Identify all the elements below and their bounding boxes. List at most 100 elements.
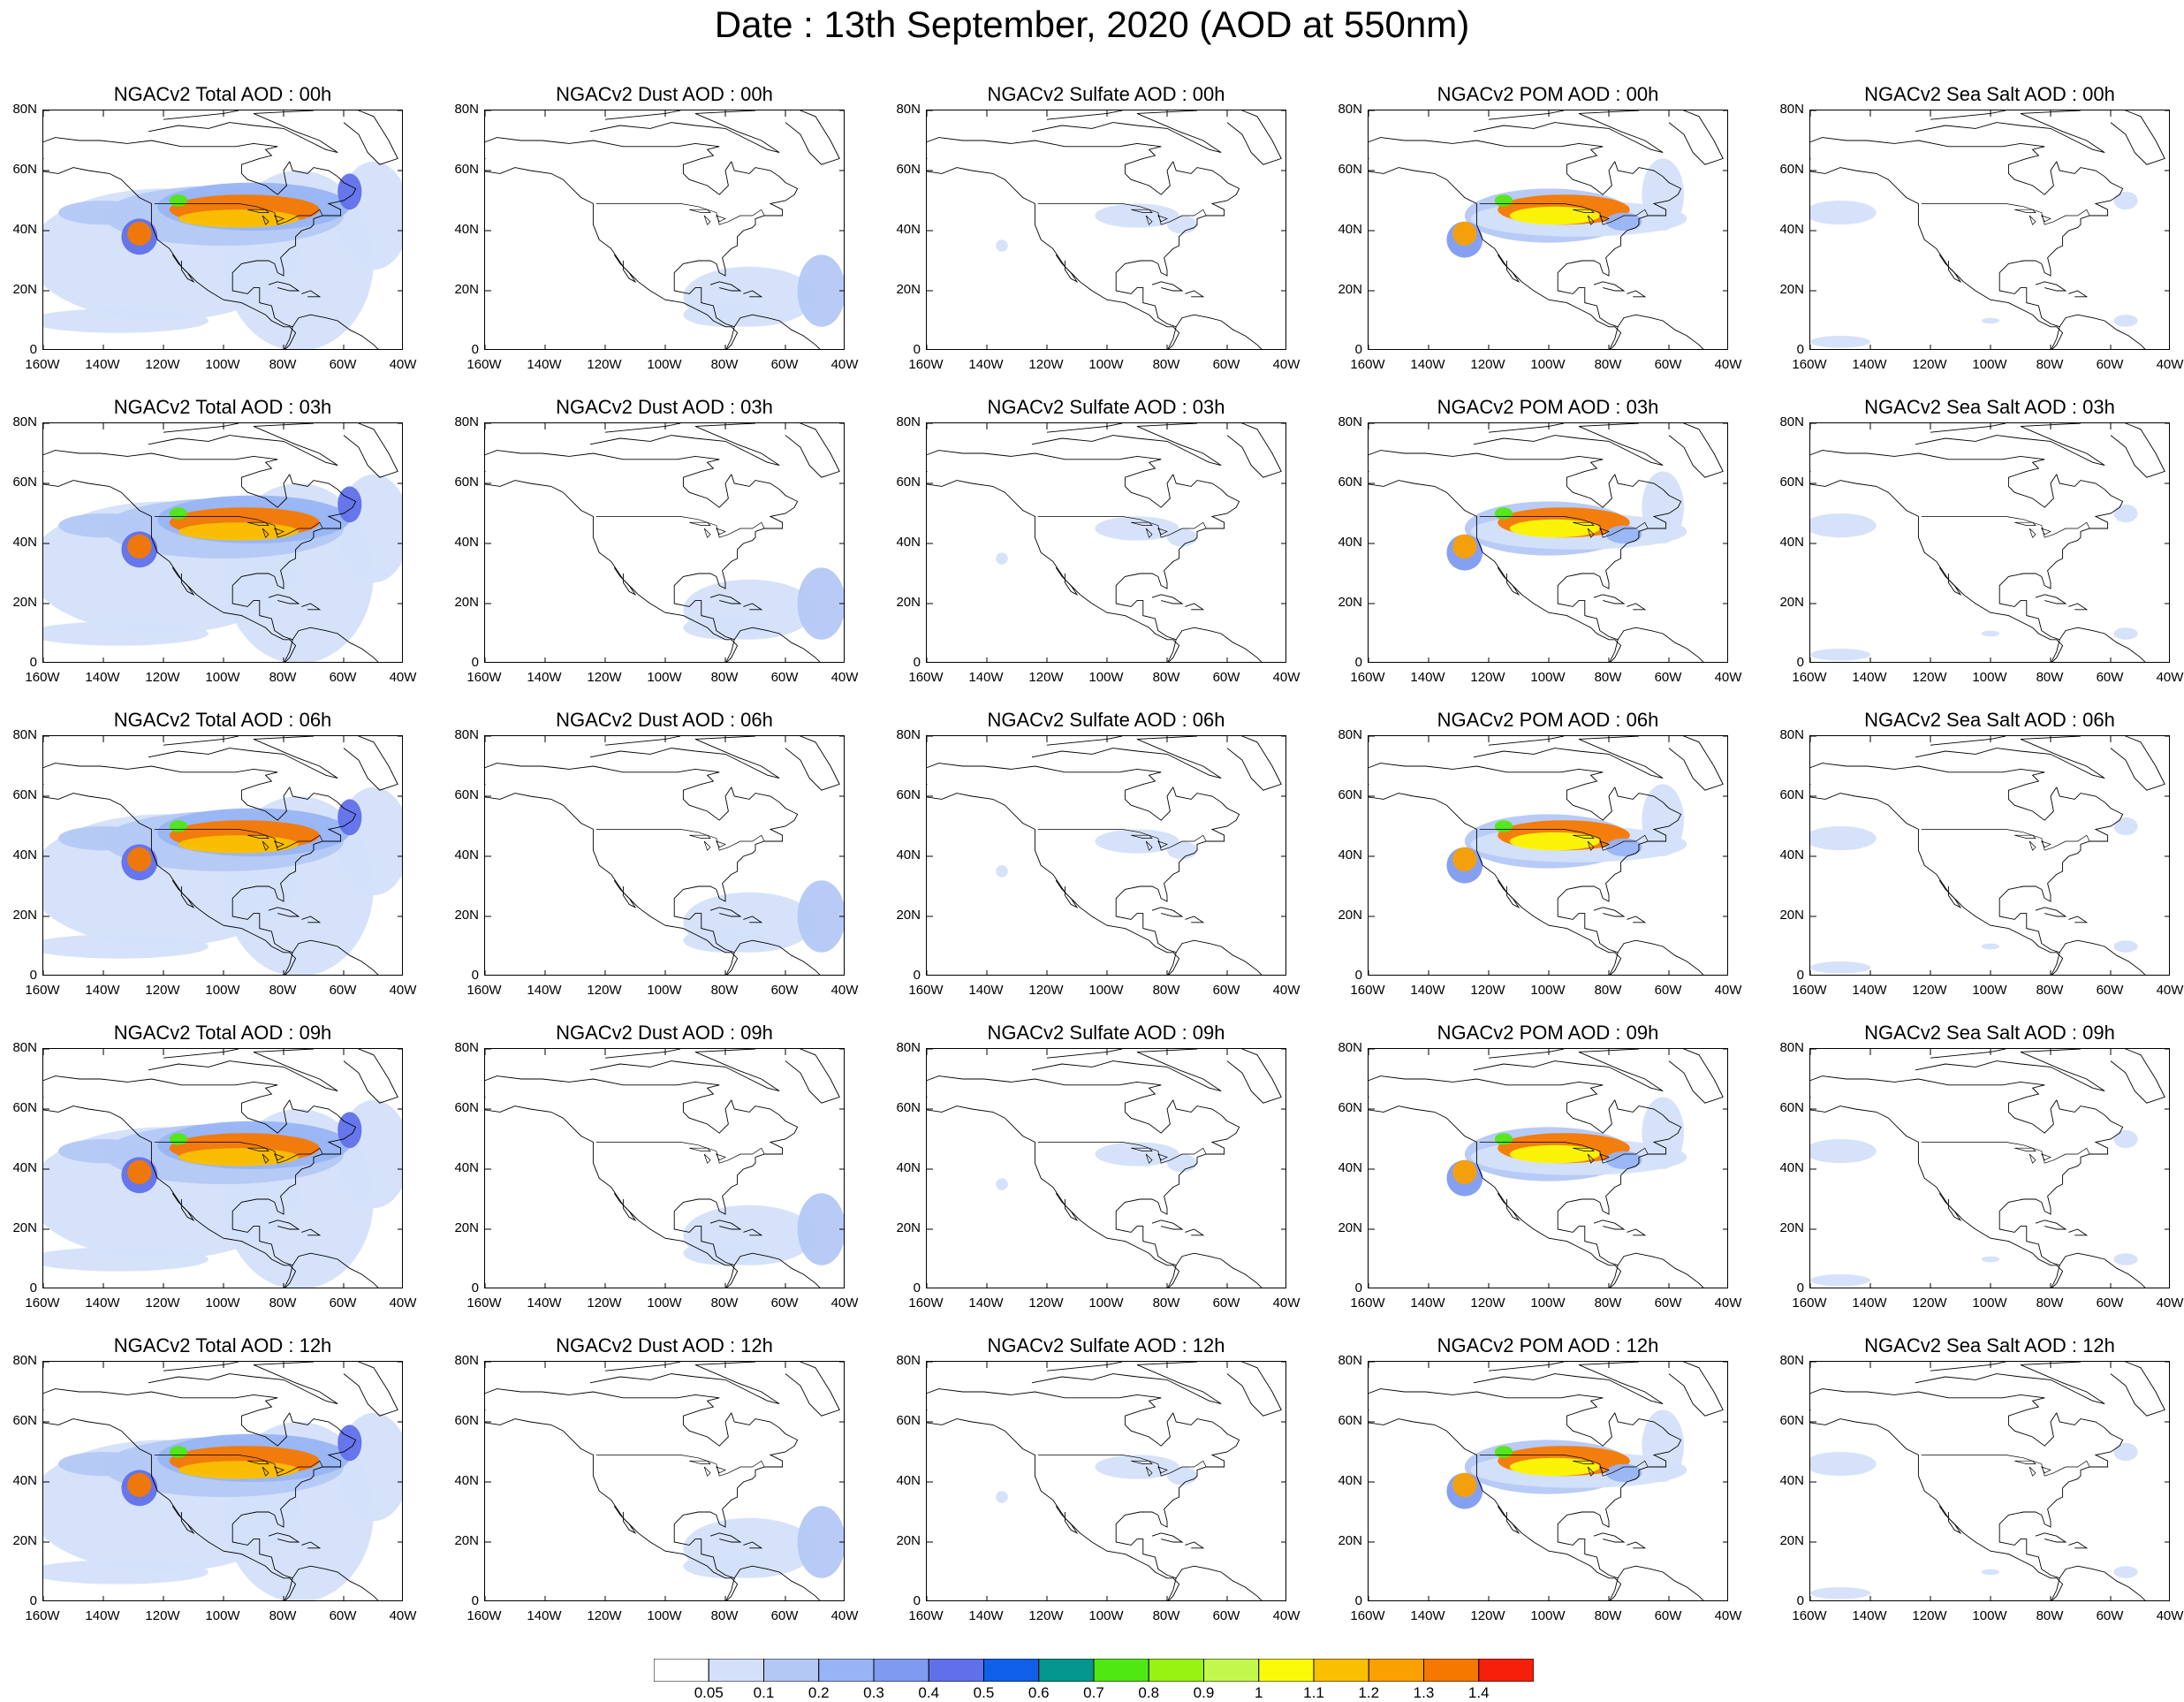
coastline: [301, 1541, 322, 1549]
lat-tick-label: 40N: [454, 222, 479, 237]
colorbar-swatch: [1423, 1659, 1480, 1682]
coastline: [725, 627, 821, 662]
lat-tick-label: 80N: [1338, 414, 1362, 429]
aod-field: [2113, 1566, 2138, 1578]
lon-tick-label: 40W: [2156, 983, 2184, 998]
lat-tick-label: 0: [1354, 1593, 1362, 1608]
lon-tick-label: 160W: [1350, 983, 1385, 998]
lat-tick-label: 60N: [896, 787, 921, 802]
map-svg: [43, 1049, 402, 1288]
lat-tick-label: 20N: [1338, 595, 1362, 610]
coastline: [725, 939, 821, 975]
map-svg: [1810, 423, 2169, 662]
lake-outline: [247, 521, 269, 526]
coastline: [1046, 1049, 1123, 1059]
lon-tick-label: 60W: [1212, 983, 1240, 998]
lat-tick-label: 60N: [454, 1413, 479, 1428]
map-svg: [43, 423, 402, 662]
aod-field: [43, 934, 209, 959]
lake-outline: [262, 215, 269, 225]
aod-field: [58, 826, 148, 851]
lon-tick-label: 160W: [1350, 670, 1385, 685]
lon-tick-label: 140W: [1410, 357, 1445, 372]
lon-tick-label: 100W: [1530, 1295, 1566, 1311]
lon-tick-label: 60W: [2096, 1608, 2124, 1623]
coastline: [1046, 1362, 1123, 1371]
coastline: [709, 1220, 742, 1230]
lat-tick-label: 40N: [12, 535, 37, 550]
coastline: [148, 736, 338, 779]
coastline: [604, 423, 681, 433]
lake-outline: [1157, 840, 1168, 848]
coastline: [284, 939, 379, 975]
colorbar-tick-labels: 0.05 0.1 0.2 0.3 0.4 0.5 0.6 0.7 0.8 0.9 1 1.1 1.2 1.…: [0, 1683, 2184, 1701]
lon-tick-label: 120W: [1470, 357, 1505, 372]
lon-tick-label: 160W: [908, 983, 944, 998]
coastline: [240, 146, 291, 195]
lon-tick-label: 140W: [1410, 983, 1445, 998]
country-border: [1479, 829, 1649, 851]
coastline: [1497, 254, 1520, 283]
coastline: [785, 1362, 840, 1417]
map-svg: [1810, 1049, 2169, 1288]
lon-tick-label: 80W: [269, 1295, 297, 1311]
lon-tick-label: 60W: [2096, 357, 2124, 372]
lake-outline: [1131, 209, 1153, 213]
lake-outline: [1573, 834, 1595, 839]
lat-tick-label: 80N: [1779, 727, 1804, 742]
lake-outline: [1157, 1466, 1168, 1474]
lon-tick-label: 40W: [1272, 1295, 1301, 1311]
lon-tick-label: 140W: [968, 1295, 1004, 1311]
lon-tick-label: 140W: [968, 670, 1004, 685]
lake-outline: [1157, 1153, 1168, 1161]
aod-field: [1167, 841, 1197, 860]
coastline: [1167, 627, 1263, 662]
coastline: [163, 736, 239, 746]
lat-tick-label: 80N: [454, 1353, 479, 1368]
coastline: [43, 1409, 297, 1600]
lat-tick-label: 20N: [454, 595, 479, 610]
coastline: [1668, 1362, 1724, 1417]
coastline: [485, 470, 739, 662]
coastline: [2051, 1565, 2146, 1600]
lon-tick-label: 160W: [25, 670, 60, 685]
coastline: [1055, 1192, 1079, 1221]
map-plot-area: [1368, 110, 1728, 350]
coastline: [1151, 594, 1184, 604]
lat-tick-label: 0: [913, 655, 921, 670]
lon-tick-label: 80W: [2036, 1295, 2064, 1311]
coastline: [589, 423, 780, 467]
coastline: [927, 1388, 1162, 1399]
lon-tick-label: 100W: [1530, 357, 1566, 372]
coastline: [171, 1192, 195, 1221]
coastline: [1668, 736, 1724, 791]
lon-tick-label: 140W: [85, 357, 120, 372]
lat-tick-label: 20N: [1779, 595, 1804, 610]
coastline: [1226, 1049, 1282, 1104]
coastline: [1593, 1532, 1626, 1543]
coastline: [673, 1099, 799, 1266]
coastline: [343, 423, 398, 478]
lake-outline: [2029, 1153, 2036, 1164]
coastline: [1810, 157, 2064, 349]
coastline: [1930, 1362, 2006, 1371]
lat-tick-label: 40N: [12, 847, 37, 862]
coastline: [2051, 314, 2146, 349]
map-svg: [485, 110, 844, 349]
coastline: [284, 1565, 379, 1600]
coastline: [725, 1252, 821, 1288]
lon-tick-label: 120W: [1028, 1295, 1064, 1311]
lon-tick-label: 40W: [1272, 1608, 1301, 1623]
coastline: [1115, 161, 1240, 328]
lon-tick-label: 160W: [908, 1295, 944, 1311]
lon-tick-label: 100W: [1530, 670, 1566, 685]
coastline: [785, 423, 840, 478]
lake-outline: [262, 1466, 269, 1477]
coastline: [1810, 470, 2064, 662]
coastline: [604, 110, 681, 120]
lon-tick-label: 120W: [587, 357, 622, 372]
lat-tick-label: 40N: [12, 222, 37, 237]
coastline: [1593, 1220, 1626, 1230]
lake-outline: [2041, 1466, 2051, 1474]
lon-tick-label: 80W: [269, 670, 297, 685]
